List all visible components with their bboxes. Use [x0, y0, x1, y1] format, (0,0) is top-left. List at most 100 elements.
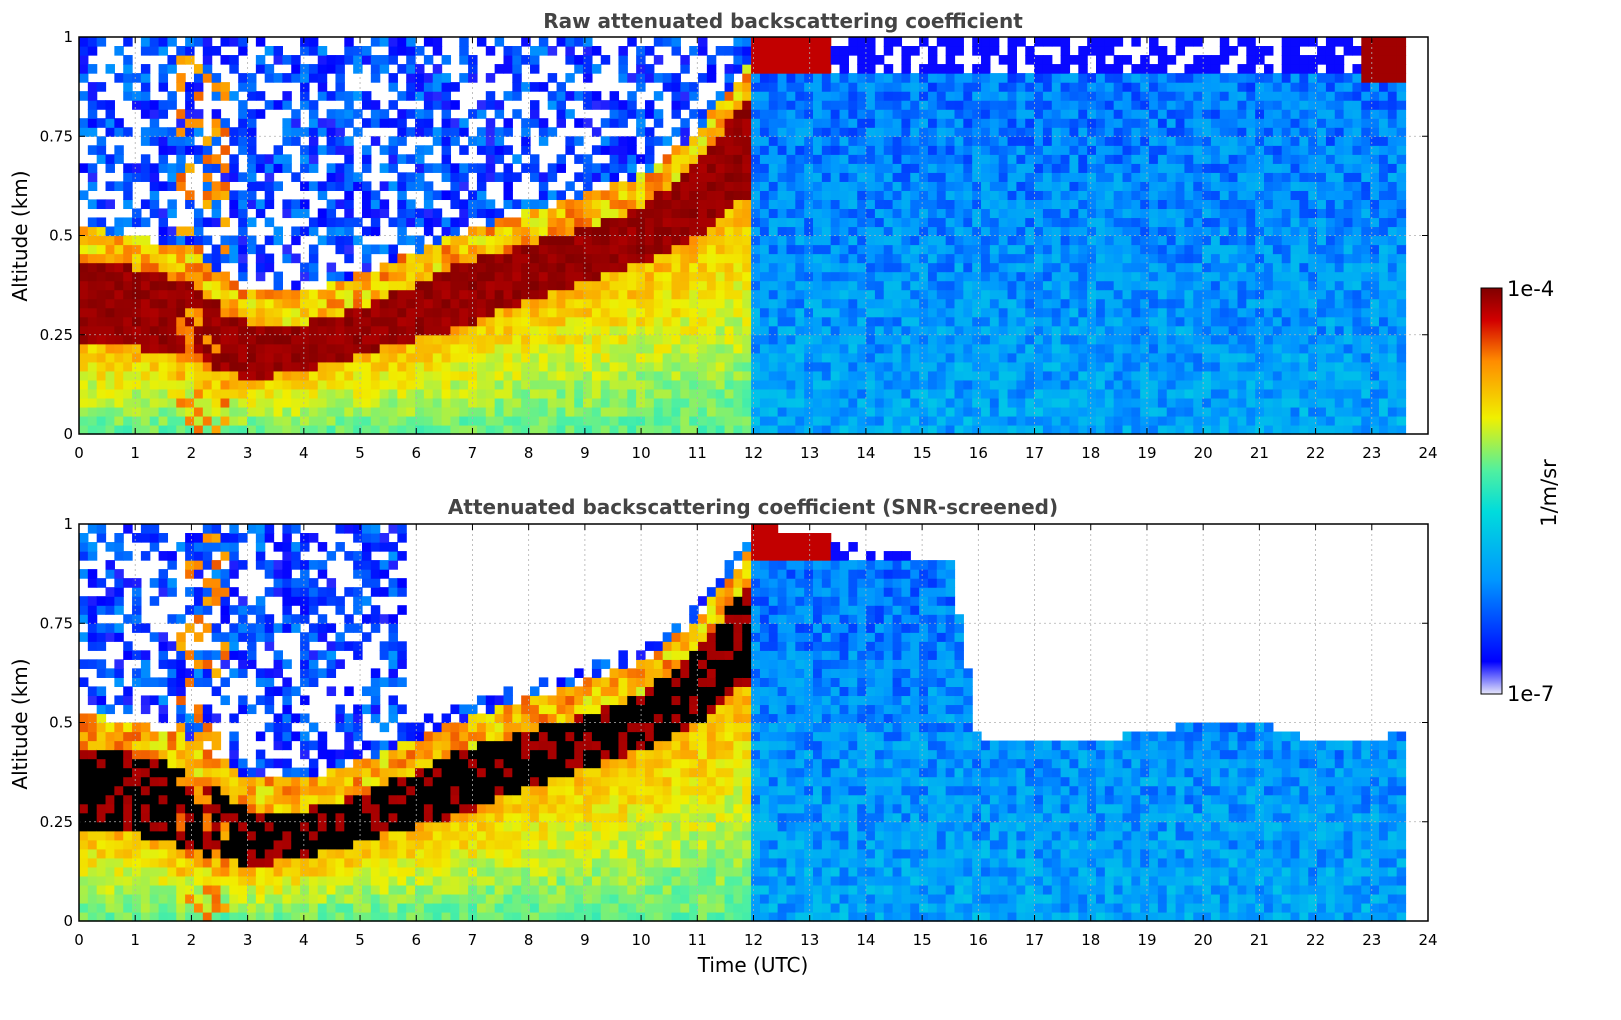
heatmap-cell — [87, 217, 98, 228]
heatmap-cell — [706, 64, 717, 74]
heatmap-cell — [308, 271, 319, 282]
heatmap-cell — [927, 280, 938, 291]
heatmap-cell — [1219, 46, 1230, 56]
heatmap-cell — [1096, 235, 1106, 246]
heatmap-cell — [273, 271, 283, 282]
heatmap-cell — [618, 370, 628, 381]
heatmap-cell — [813, 199, 823, 210]
heatmap-cell — [308, 361, 319, 372]
heatmap-cell — [901, 406, 911, 417]
heatmap-cell — [538, 262, 549, 273]
heatmap-cell — [724, 397, 735, 408]
heatmap-cell — [388, 253, 398, 264]
heatmap-cell — [698, 307, 708, 318]
heatmap-cell — [1087, 199, 1097, 210]
heatmap-cell — [866, 190, 876, 201]
heatmap-cell — [857, 298, 867, 309]
heatmap-cell — [167, 145, 177, 155]
heatmap-cell — [79, 406, 89, 417]
heatmap-cell — [671, 190, 681, 201]
heatmap-cell — [1034, 280, 1044, 291]
heatmap-cell — [167, 172, 177, 182]
heatmap-cell — [742, 199, 752, 210]
heatmap-cell — [618, 424, 628, 435]
heatmap-cell — [1113, 388, 1124, 399]
heatmap-cell — [759, 388, 770, 399]
heatmap-cell — [706, 217, 717, 228]
heatmap-cell — [176, 352, 186, 363]
heatmap-cell — [945, 370, 956, 381]
heatmap-cell — [742, 46, 752, 56]
heatmap-cell — [79, 271, 89, 282]
heatmap-cell — [1175, 235, 1186, 246]
heatmap-cell — [786, 424, 796, 435]
heatmap-cell — [866, 289, 876, 300]
heatmap-cell — [158, 388, 169, 399]
heatmap-cell — [636, 370, 646, 381]
heatmap-cell — [202, 325, 213, 336]
heatmap-cell — [998, 334, 1009, 345]
heatmap-cell — [936, 37, 947, 47]
heatmap-cell — [618, 334, 628, 345]
heatmap-cell — [804, 226, 814, 237]
heatmap-cell — [883, 361, 894, 372]
heatmap-cell — [1166, 334, 1177, 345]
heatmap-cell — [547, 280, 558, 291]
heatmap-cell — [202, 172, 213, 182]
heatmap-cell — [530, 289, 540, 300]
heatmap-cell — [158, 334, 169, 345]
heatmap-cell — [583, 388, 593, 399]
heatmap-cell — [1060, 406, 1071, 417]
heatmap-cell — [211, 127, 222, 137]
heatmap-cell — [1034, 127, 1044, 137]
heatmap-cell — [202, 199, 213, 210]
heatmap-cell — [512, 424, 522, 435]
heatmap-cell — [273, 280, 283, 291]
heatmap-cell — [1175, 109, 1186, 119]
heatmap-cell — [981, 370, 991, 381]
heatmap-cell — [830, 307, 841, 318]
heatmap-cell — [123, 262, 133, 273]
heatmap-cell — [512, 55, 522, 65]
heatmap-cell — [1184, 424, 1194, 435]
heatmap-cell — [176, 334, 186, 345]
heatmap-cell — [1166, 280, 1177, 291]
heatmap-cell — [804, 163, 814, 173]
heatmap-cell — [1184, 208, 1194, 219]
heatmap-cell — [910, 298, 920, 309]
heatmap-cell — [874, 415, 885, 426]
heatmap-cell — [273, 55, 283, 65]
heatmap-cell — [892, 406, 903, 417]
heatmap-cell — [1007, 100, 1017, 110]
heatmap-cell — [547, 406, 558, 417]
heatmap-cell — [308, 136, 319, 146]
heatmap-cell — [335, 424, 345, 435]
heatmap-cell — [795, 370, 805, 381]
heatmap-cell — [627, 361, 637, 372]
heatmap-cell — [680, 280, 690, 291]
heatmap-cell — [609, 397, 620, 408]
heatmap-cell — [874, 307, 885, 318]
heatmap-cell — [945, 64, 956, 74]
heatmap-cell — [105, 163, 115, 173]
heatmap-cell — [874, 109, 885, 119]
heatmap-cell — [123, 379, 133, 390]
heatmap-cell — [574, 271, 584, 282]
heatmap-cell — [627, 388, 637, 399]
heatmap-cell — [476, 316, 487, 327]
heatmap-cell — [1210, 208, 1221, 219]
heatmap-cell — [671, 100, 681, 110]
heatmap-cell — [193, 109, 204, 119]
heatmap-cell — [1060, 208, 1071, 219]
heatmap-cell — [1149, 262, 1159, 273]
heatmap-cell — [459, 370, 469, 381]
heatmap-cell — [1219, 91, 1230, 101]
heatmap-cell — [866, 172, 876, 182]
heatmap-cell — [441, 145, 452, 155]
heatmap-cell — [989, 145, 1000, 155]
heatmap-cell — [1078, 352, 1088, 363]
heatmap-cell — [441, 334, 452, 345]
heatmap-cell — [768, 118, 779, 128]
heatmap-cell — [247, 388, 257, 399]
heatmap-cell — [1016, 37, 1026, 47]
